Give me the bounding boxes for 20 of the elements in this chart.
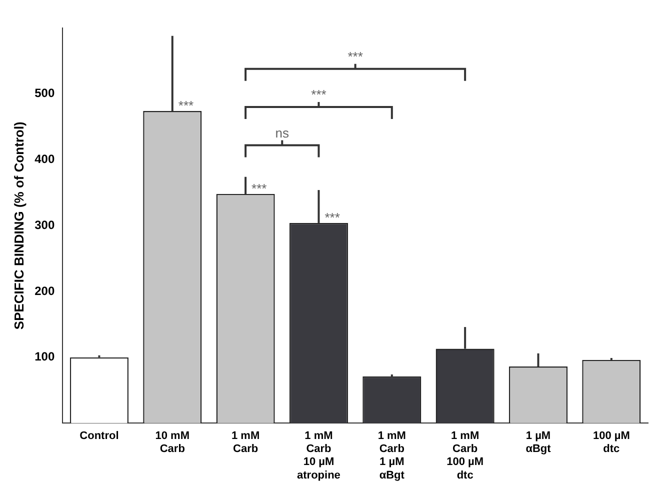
x-tick-label: Control <box>80 430 119 442</box>
x-tick-label: 1 mM Carb 100 µM dtc <box>446 430 484 482</box>
y-tick-label: 200 <box>34 284 55 298</box>
x-tick-label: 1 mM Carb <box>231 430 260 456</box>
x-tick-label: 1 mM Carb 1 µM αBgt <box>378 430 406 482</box>
x-tick-label: 1 mM Carb 10 µM atropine <box>297 430 340 482</box>
x-tick-label: 10 mM Carb <box>155 430 190 456</box>
annotation: *** <box>178 98 194 114</box>
y-tick-label: 500 <box>34 86 55 100</box>
y-tick-label: 400 <box>34 152 55 166</box>
annotation: *** <box>311 87 326 102</box>
x-tick-label: 1 µM αBgt <box>526 430 552 456</box>
x-tick-label: 100 µM dtc <box>592 430 630 456</box>
y-axis-title: SPECIFIC BINDING (% of Control) <box>11 122 26 330</box>
annotation: *** <box>324 210 340 226</box>
annotation: ns <box>275 125 290 140</box>
annotation: *** <box>252 181 267 196</box>
y-tick-label: 100 <box>34 350 55 364</box>
y-tick-label: 300 <box>34 218 55 232</box>
annotation: *** <box>348 48 363 64</box>
